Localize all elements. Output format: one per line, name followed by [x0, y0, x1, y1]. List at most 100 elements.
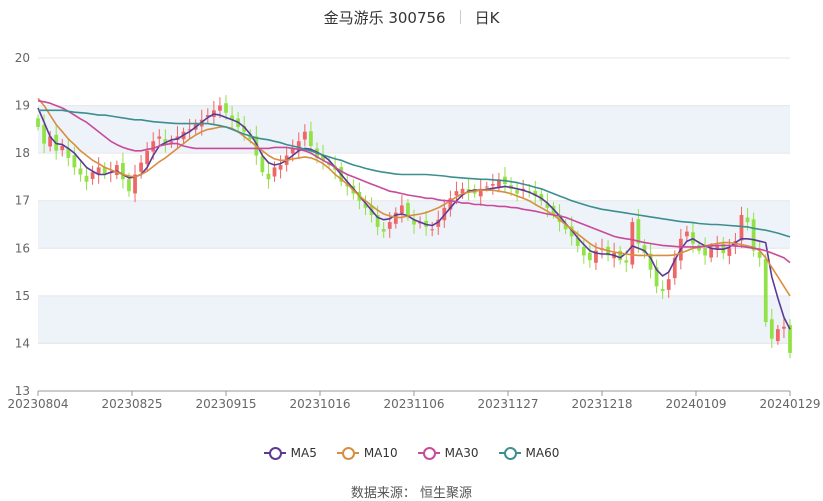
y-tick-label: 20 — [15, 51, 30, 65]
candle-body — [205, 115, 210, 117]
candle-body — [381, 229, 386, 232]
candle-body — [363, 203, 368, 208]
candle-body — [399, 205, 404, 214]
legend-label: MA60 — [525, 446, 560, 460]
legend-swatch-dot — [422, 447, 436, 460]
x-tick-label: 20231106 — [383, 397, 444, 411]
legend-swatch — [417, 447, 440, 460]
candle-body — [788, 324, 792, 353]
candle-body — [412, 220, 416, 225]
data-source: 数据来源： 恒生聚源 — [350, 486, 473, 501]
candle-body — [763, 259, 768, 323]
candle-body — [727, 248, 732, 256]
candle-body — [114, 165, 119, 176]
legend-label: MA10 — [363, 446, 398, 460]
candle-body — [515, 190, 519, 194]
candle-body — [430, 229, 435, 231]
y-tick-label: 16 — [15, 241, 30, 255]
candle-body — [169, 141, 174, 143]
x-tick-label: 20230804 — [7, 397, 68, 411]
candle-body — [163, 139, 168, 144]
candle-body — [260, 156, 265, 173]
candle-body — [775, 329, 780, 342]
candle-body — [387, 222, 392, 229]
legend-label: MA5 — [290, 446, 317, 460]
candle-body — [460, 188, 465, 194]
candle-body — [309, 131, 313, 147]
candle-body — [448, 198, 453, 210]
candle-body — [563, 224, 568, 230]
axis-layer: 13 14 15 16 17 18 19 20 20230804 20230825 20230915… — [7, 51, 820, 411]
candle-body — [266, 173, 271, 180]
candle-body — [90, 172, 95, 179]
x-tick-label: 20230825 — [101, 397, 162, 411]
candle-body — [436, 219, 441, 227]
legend-item-ma5[interactable]: MA5 — [263, 446, 317, 460]
candle-body — [121, 163, 125, 180]
candle-body — [557, 214, 562, 223]
candle-body — [72, 155, 77, 168]
candle-body — [618, 250, 623, 261]
legend-swatch — [498, 447, 521, 460]
candle-body — [745, 217, 750, 223]
candle-body — [466, 189, 471, 192]
candle-body — [454, 191, 459, 196]
candle-body — [272, 167, 277, 177]
candle-body — [648, 253, 653, 270]
candle-body — [751, 219, 756, 251]
grid-band — [38, 295, 790, 344]
candle-body — [321, 155, 325, 161]
y-tick-label: 15 — [15, 289, 30, 303]
candle-body — [484, 186, 489, 188]
ma30-line — [37, 100, 791, 264]
grid-layer — [38, 57, 790, 392]
candle-body — [345, 184, 350, 187]
candle-body — [587, 252, 592, 261]
ma-layer — [37, 97, 791, 330]
candle-body — [533, 190, 538, 196]
candle-body — [654, 267, 659, 287]
ma5-line — [37, 107, 791, 330]
legend-item-ma60[interactable]: MA60 — [498, 446, 560, 460]
candle-body — [575, 237, 580, 246]
candle-body — [133, 174, 137, 194]
candle-body — [497, 179, 501, 187]
candle-body — [709, 248, 714, 258]
x-tick-label: 20230915 — [195, 397, 256, 411]
candle-body — [42, 124, 46, 144]
candle-body — [642, 245, 647, 254]
legend: MA5 MA10 MA30 MA60 — [0, 443, 823, 463]
candle-body — [406, 202, 410, 218]
candle-body — [375, 214, 380, 227]
legend-swatch-dot — [503, 447, 517, 460]
header-divider — [459, 10, 461, 24]
candle-body — [630, 222, 635, 265]
candle-body — [290, 148, 295, 154]
candle-body — [296, 141, 301, 152]
candle-body — [478, 188, 483, 197]
legend-swatch — [336, 447, 359, 460]
candle-body — [127, 179, 131, 192]
candle-body — [703, 247, 707, 256]
legend-swatch-dot — [268, 447, 282, 460]
ma10-line — [37, 97, 791, 297]
ma60-line — [38, 109, 791, 238]
candle-body — [691, 232, 695, 244]
candle-body — [685, 231, 689, 237]
legend-item-ma10[interactable]: MA10 — [336, 446, 398, 460]
grid-band — [38, 105, 790, 154]
candle-body — [739, 214, 744, 241]
candle-body — [139, 162, 143, 172]
x-tick-label: 20240129 — [759, 397, 820, 411]
candle-body — [96, 167, 101, 175]
candle-body — [242, 126, 247, 132]
period-label[interactable]: 日K — [474, 8, 500, 27]
candle-body — [624, 260, 629, 263]
x-tick-label: 20231016 — [289, 397, 350, 411]
legend-item-ma30[interactable]: MA30 — [417, 446, 479, 460]
candle-body — [60, 146, 65, 151]
y-tick-label: 19 — [15, 99, 30, 113]
candle-body — [230, 115, 234, 120]
legend-swatch-dot — [341, 447, 355, 460]
candle-body — [545, 203, 550, 208]
